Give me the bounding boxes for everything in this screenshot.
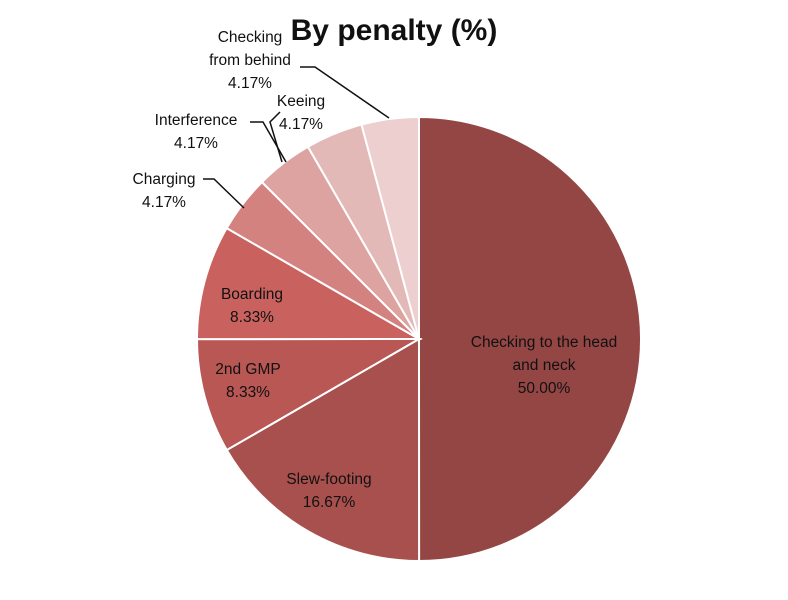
pie-slice-2nd-gmp <box>195 337 423 452</box>
pie-slice-boarding <box>195 226 423 341</box>
data-label-value-boarding: 8.33% <box>230 309 274 326</box>
chart-title: By penalty (%) <box>290 14 498 47</box>
data-label-value-checking-from-behind: 4.17% <box>228 75 272 92</box>
data-label-value-2nd-gmp: 8.33% <box>226 384 270 401</box>
pie-slice-checking-to-the-head-and-neck <box>418 115 642 563</box>
data-label-name-keeing: Keeing <box>277 93 325 110</box>
data-label-name-checking-to-the-head-and-neck: and neck <box>513 357 576 374</box>
data-label-name-checking-from-behind: from behind <box>209 52 291 69</box>
pie-slice-slew-footing <box>225 337 421 563</box>
leader-line-keeing <box>269 111 283 163</box>
data-label-value-checking-to-the-head-and-neck: 50.00% <box>518 380 571 397</box>
data-label-name-checking-from-behind: Checking <box>218 29 283 46</box>
data-label-name-interference: Interference <box>155 112 238 129</box>
data-label-name-slew-footing: Slew-footing <box>286 471 371 488</box>
leader-line-checking-from-behind <box>300 66 390 119</box>
data-label-name-checking-to-the-head-and-neck: Checking to the head <box>471 334 618 351</box>
data-label-value-charging: 4.17% <box>142 194 186 211</box>
data-label-name-2nd-gmp: 2nd GMP <box>215 361 280 378</box>
data-label-value-keeing: 4.17% <box>279 116 323 133</box>
data-label-value-slew-footing: 16.67% <box>303 494 356 511</box>
data-label-name-charging: Charging <box>133 171 196 188</box>
data-label-value-interference: 4.17% <box>174 135 218 152</box>
leader-line-charging <box>203 178 245 209</box>
pie-slice-checking-from-behind <box>360 115 420 340</box>
data-label-name-boarding: Boarding <box>221 286 283 303</box>
